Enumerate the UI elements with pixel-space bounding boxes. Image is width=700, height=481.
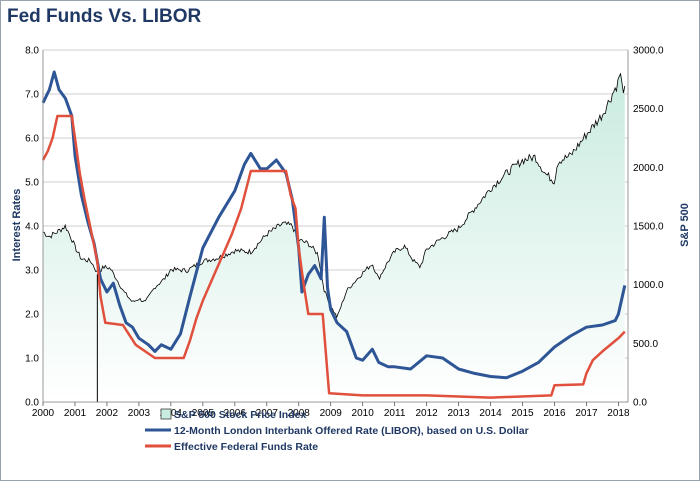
y-axis-label-left: Interest Rates [11,189,23,262]
legend-label-sp500: S&P 500 Stock Price Index [174,409,306,421]
y-tick-left: 5.0 [25,178,39,189]
y-tick-right: 2000.0 [633,163,664,174]
legend-label-libor: 12-Month London Interbank Offered Rate (… [174,425,529,437]
x-tick-label: 2002 [96,408,119,419]
sp500-line [42,72,626,319]
y-tick-left: 4.0 [25,222,39,233]
x-tick-label: 2016 [543,408,566,419]
x-tick-label: 2009 [320,408,343,419]
x-tick-label: 2010 [352,408,375,419]
x-tick-label: 2001 [64,408,87,419]
y-tick-left: 0.0 [25,398,39,409]
x-tick-label: 2013 [447,408,470,419]
x-tick-label: 2017 [575,408,598,419]
y-tick-left: 6.0 [25,134,39,145]
y-axis-label-right: S&P 500 [679,203,691,247]
y-tick-right: 1500.0 [633,222,664,233]
x-tick-label: 2012 [415,408,438,419]
y-tick-left: 1.0 [25,354,39,365]
x-tick-label: 2005 [192,408,215,419]
x-tick-label: 2003 [128,408,151,419]
x-tick-label: 2014 [479,408,502,419]
x-tick-label: 2007 [256,408,279,419]
x-tick-label: 2006 [224,408,247,419]
x-tick-label: 2008 [288,408,311,419]
y-tick-right: 0.0 [633,398,647,409]
y-tick-left: 8.0 [25,46,39,57]
y-tick-left: 3.0 [25,266,39,277]
x-tick-label: 2015 [511,408,534,419]
y-tick-right: 1000.0 [633,280,664,291]
sp500-area [43,73,625,403]
chart-title: Fed Funds Vs. LIBOR [7,6,202,27]
y-tick-left: 2.0 [25,310,39,321]
y-tick-right: 3000.0 [633,46,664,57]
x-tick-label: 2000 [32,408,55,419]
fedfunds-line [41,114,626,399]
x-tick-label: 2011 [384,408,406,419]
y-tick-right: 2500.0 [633,104,664,115]
legend-swatch-sp500 [160,408,172,420]
legend: S&P 500 Stock Price Index 12-Month Londo… [145,408,529,453]
y-tick-right: 500.0 [633,339,658,350]
legend-label-fedfunds: Effective Federal Funds Rate [174,441,318,453]
y-tick-left: 7.0 [25,90,39,101]
x-tick-label: 2018 [607,408,630,419]
